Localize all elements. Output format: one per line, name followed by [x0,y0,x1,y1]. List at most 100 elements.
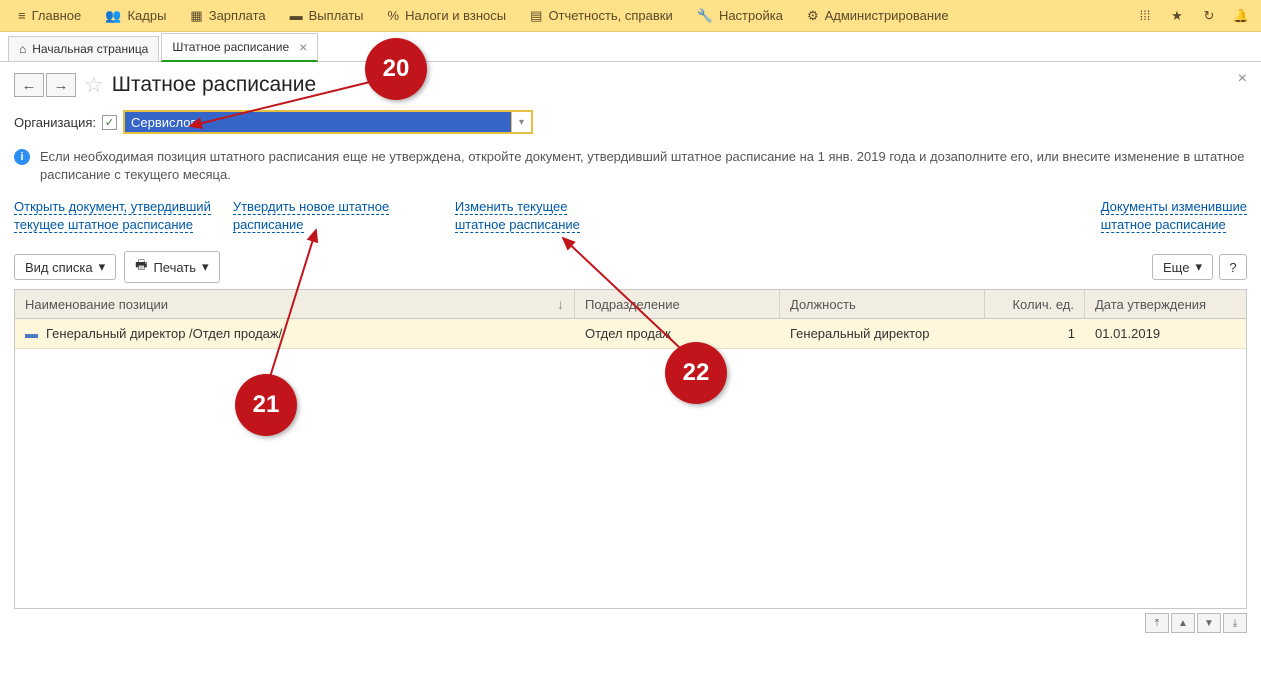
link-open-doc[interactable]: Открыть документ, утвердивший текущее шт… [14,198,211,233]
menu-label: Налоги и взносы [405,8,506,23]
link-text: штатное расписание [455,217,580,233]
cell-date: 01.01.2019 [1085,319,1246,348]
cell-name: ▬ Генеральный директор /Отдел продаж/ [15,319,575,348]
menu-taxes[interactable]: % Налоги и взносы [376,0,519,31]
col-header-date[interactable]: Дата утверждения [1085,290,1246,318]
link-text: штатное расписание [1101,217,1226,233]
menu-label: Выплаты [309,8,364,23]
col-header-name[interactable]: Наименование позиции ↓ [15,290,575,318]
tab-home[interactable]: ⌂ Начальная страница [8,36,159,61]
cell-qty: 1 [985,319,1085,348]
printer-icon: 🖶 [135,256,147,278]
menu-label: Отчетность, справки [548,8,672,23]
scroll-bottom-button[interactable]: ⤓ [1223,613,1247,633]
cell-dept: Отдел продаж [575,319,780,348]
menu-reports[interactable]: ▤Отчетность, справки [518,0,685,31]
organization-value[interactable]: Сервислог [125,112,511,132]
row-icon: ▬ [25,326,38,341]
button-label: Печать [153,260,196,275]
grid-header: Наименование позиции ↓ Подразделение Долж… [15,290,1246,319]
scroll-down-button[interactable]: ▼ [1197,613,1221,633]
menu-settings[interactable]: 🔧 Настройка [685,0,795,31]
tab-staffing[interactable]: Штатное расписание × [161,33,318,62]
close-icon[interactable]: × [299,39,307,55]
print-button[interactable]: 🖶 Печать ▾ [124,251,219,283]
menu-label: Кадры [127,8,166,23]
col-header-position[interactable]: Должность [780,290,985,318]
menu-payments[interactable]: ▬ Выплаты [278,0,376,31]
menu-label: Настройка [719,8,783,23]
page-title: Штатное расписание [112,73,316,97]
more-button[interactable]: Еще ▾ [1152,254,1213,280]
link-approve-new[interactable]: Утвердить новое штатное расписание [233,198,433,233]
calculator-icon: ▦ [190,8,202,24]
link-text: Документы изменившие [1101,199,1247,215]
organization-checkbox[interactable]: ✓ [102,115,117,130]
links-row: Открыть документ, утвердивший текущее шт… [14,198,1247,233]
favorite-star-icon[interactable]: ☆ [84,72,104,98]
link-change-current[interactable]: Изменить текущее штатное расписание [455,198,580,233]
nav-back-button[interactable]: ← [14,73,44,97]
toolbar-right: Еще ▾ ? [1152,254,1247,280]
nav-forward-button[interactable]: → [46,73,76,97]
annotation-bubble-20: 20 [365,38,427,100]
link-text: текущее штатное расписание [14,217,193,233]
link-docs-changed[interactable]: Документы изменившие штатное расписание [1101,198,1247,233]
topbar-right: ⁞⁞⁞ ★ ↻ 🔔 [1131,2,1255,30]
history-icon[interactable]: ↻ [1195,2,1223,30]
view-mode-button[interactable]: Вид списка ▾ [14,254,116,280]
grid-footer: ⤒ ▲ ▼ ⤓ [14,609,1247,637]
header-label: Колич. ед. [1012,297,1074,312]
link-text: Изменить текущее [455,199,568,215]
table-row[interactable]: ▬ Генеральный директор /Отдел продаж/ Отд… [15,319,1246,349]
menu-label: Зарплата [209,8,266,23]
chevron-down-icon: ▾ [99,259,106,275]
close-page-button[interactable]: × [1238,70,1247,88]
apps-icon[interactable]: ⁞⁞⁞ [1131,2,1159,30]
people-icon: 👥 [105,8,121,24]
menu-hr[interactable]: 👥 Кадры [93,0,178,31]
filter-row: Организация: ✓ Сервислог ▾ [14,110,1247,134]
tab-label: Начальная страница [32,42,148,56]
help-button[interactable]: ? [1219,254,1247,280]
scroll-top-button[interactable]: ⤒ [1145,613,1169,633]
nav-buttons: ← → [14,73,76,97]
header-label: Дата утверждения [1095,297,1206,312]
button-label: Еще [1163,260,1189,275]
home-icon: ⌂ [19,42,26,56]
wrench-icon: 🔧 [697,8,713,24]
star-icon[interactable]: ★ [1163,2,1191,30]
tab-label: Штатное расписание [172,40,289,54]
info-bar: i Если необходимая позиция штатного расп… [14,148,1247,184]
tabs: ⌂ Начальная страница Штатное расписание × [0,32,1261,62]
organization-dropdown[interactable]: Сервислог ▾ [123,110,533,134]
dropdown-toggle-icon[interactable]: ▾ [511,112,531,132]
button-label: Вид списка [25,260,93,275]
scroll-up-button[interactable]: ▲ [1171,613,1195,633]
cell-text: Генеральный директор /Отдел продаж/ [46,326,282,341]
menu-label: Главное [32,8,82,23]
menu-main[interactable]: ≡ Главное [6,0,93,31]
main-menu-bar: ≡ Главное 👥 Кадры ▦ Зарплата ▬ Выплаты % Нало… [0,0,1261,32]
page-content: × ← → ☆ Штатное расписание Организация: … [0,62,1261,647]
chevron-down-icon: ▾ [202,259,209,275]
annotation-bubble-21: 21 [235,374,297,436]
menu-icon: ≡ [18,8,26,23]
bell-icon[interactable]: 🔔 [1227,2,1255,30]
titlebar: ← → ☆ Штатное расписание [14,72,1247,98]
info-icon: i [14,149,30,165]
link-text: Открыть документ, утвердивший [14,199,211,215]
header-label: Наименование позиции [25,297,168,312]
percent-icon: % [388,8,400,23]
col-header-qty[interactable]: Колич. ед. [985,290,1085,318]
sort-icon: ↓ [557,296,564,312]
organization-label: Организация: [14,115,96,130]
data-grid: Наименование позиции ↓ Подразделение Долж… [14,289,1247,609]
chevron-down-icon: ▾ [1195,259,1202,275]
menu-admin[interactable]: ⚙Администрирование [795,0,961,31]
col-header-dept[interactable]: Подразделение [575,290,780,318]
header-label: Должность [790,297,856,312]
header-label: Подразделение [585,297,680,312]
menu-salary[interactable]: ▦ Зарплата [178,0,277,31]
wallet-icon: ▬ [290,8,303,23]
